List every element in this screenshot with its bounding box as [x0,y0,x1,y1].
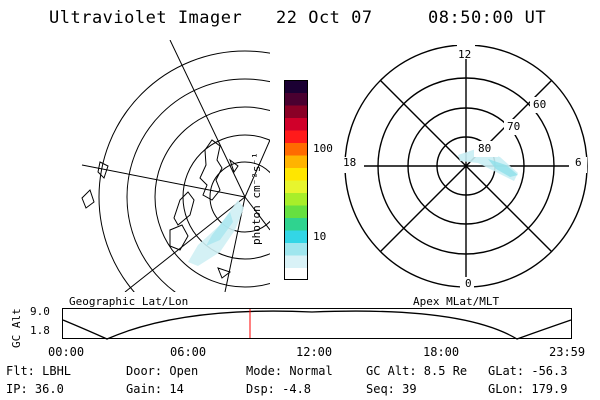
color-scale-step [284,92,308,106]
color-scale-step [284,142,308,156]
mlt-label-0: 0 [465,277,472,290]
altitude-frame [62,308,572,339]
mlt-label-6: 6 [575,156,582,169]
time-tick: 23:59 [549,345,586,359]
mlt-label-18: 18 [343,156,357,169]
altitude-ytick-top: 9.0 [30,305,50,318]
mlt-label-12: 12 [458,48,472,61]
color-scale-tick: 10 [313,230,327,243]
polar-mlat-mlt-plot [338,45,588,291]
ip-info: IP: 36.0 [6,382,64,396]
altitude-strip-chart [62,308,572,340]
aurora-emission [188,200,244,266]
aurora-oval [458,149,518,181]
lat-circle [126,78,270,292]
color-scale-step [284,117,308,131]
gain-info: Gain: 14 [126,382,184,396]
altitude-curve [62,310,572,340]
altitude-ylabel: GC Alt [10,308,23,348]
time-tick: 12:00 [296,345,333,359]
door-info: Door: Open [126,364,199,378]
filter-info: Flt: LBHL [6,364,72,378]
color-scale-step [284,267,308,280]
mode-info: Mode: Normal [246,364,333,378]
color-scale-step [284,242,308,256]
glat-info: GLat: -56.3 [488,364,568,378]
geo-map-label: Geographic Lat/Lon [69,295,189,308]
lat-label-60: 60 [533,98,547,111]
lat-circle [154,106,270,288]
seq-info: Seq: 39 [366,382,417,396]
glon-info: GLon: 179.9 [488,382,568,396]
color-scale-step [284,180,308,193]
lat-label-80: 80 [478,142,492,155]
color-scale-step [284,205,308,218]
color-scale-step [284,130,308,143]
color-scale-step [284,167,308,181]
color-scale-step [284,80,308,93]
color-scale-step [284,217,308,231]
image-date: 22 Oct 07 [276,8,373,28]
gc-alt-info: GC Alt: 8.5 Re [366,364,468,378]
color-scale-step [284,155,308,168]
geographic-map [81,40,270,292]
image-time: 08:50:00 UT [428,8,547,28]
color-scale-step [284,105,308,118]
color-scale-step [284,230,308,243]
dsp-info: Dsp: -4.8 [246,382,312,396]
lat-label-70: 70 [507,120,521,133]
coastlines [81,139,239,279]
color-scale-step [284,255,308,268]
time-tick: 00:00 [48,345,85,359]
color-scale-unit-label: photon cm⁻²s⁻¹ [250,152,263,245]
color-scale-step [284,192,308,206]
lat-circle [98,50,270,292]
time-tick: 06:00 [170,345,207,359]
color-scale-bar [284,80,308,280]
altitude-ytick-bottom: 1.8 [30,324,50,337]
lat-circle [209,161,270,233]
instrument-title: Ultraviolet Imager [49,8,243,28]
color-scale-tick: 100 [313,142,333,155]
time-tick: 18:00 [423,345,460,359]
color-scale-frame [284,80,308,280]
polar-plot-label: Apex MLat/MLT [413,295,500,308]
